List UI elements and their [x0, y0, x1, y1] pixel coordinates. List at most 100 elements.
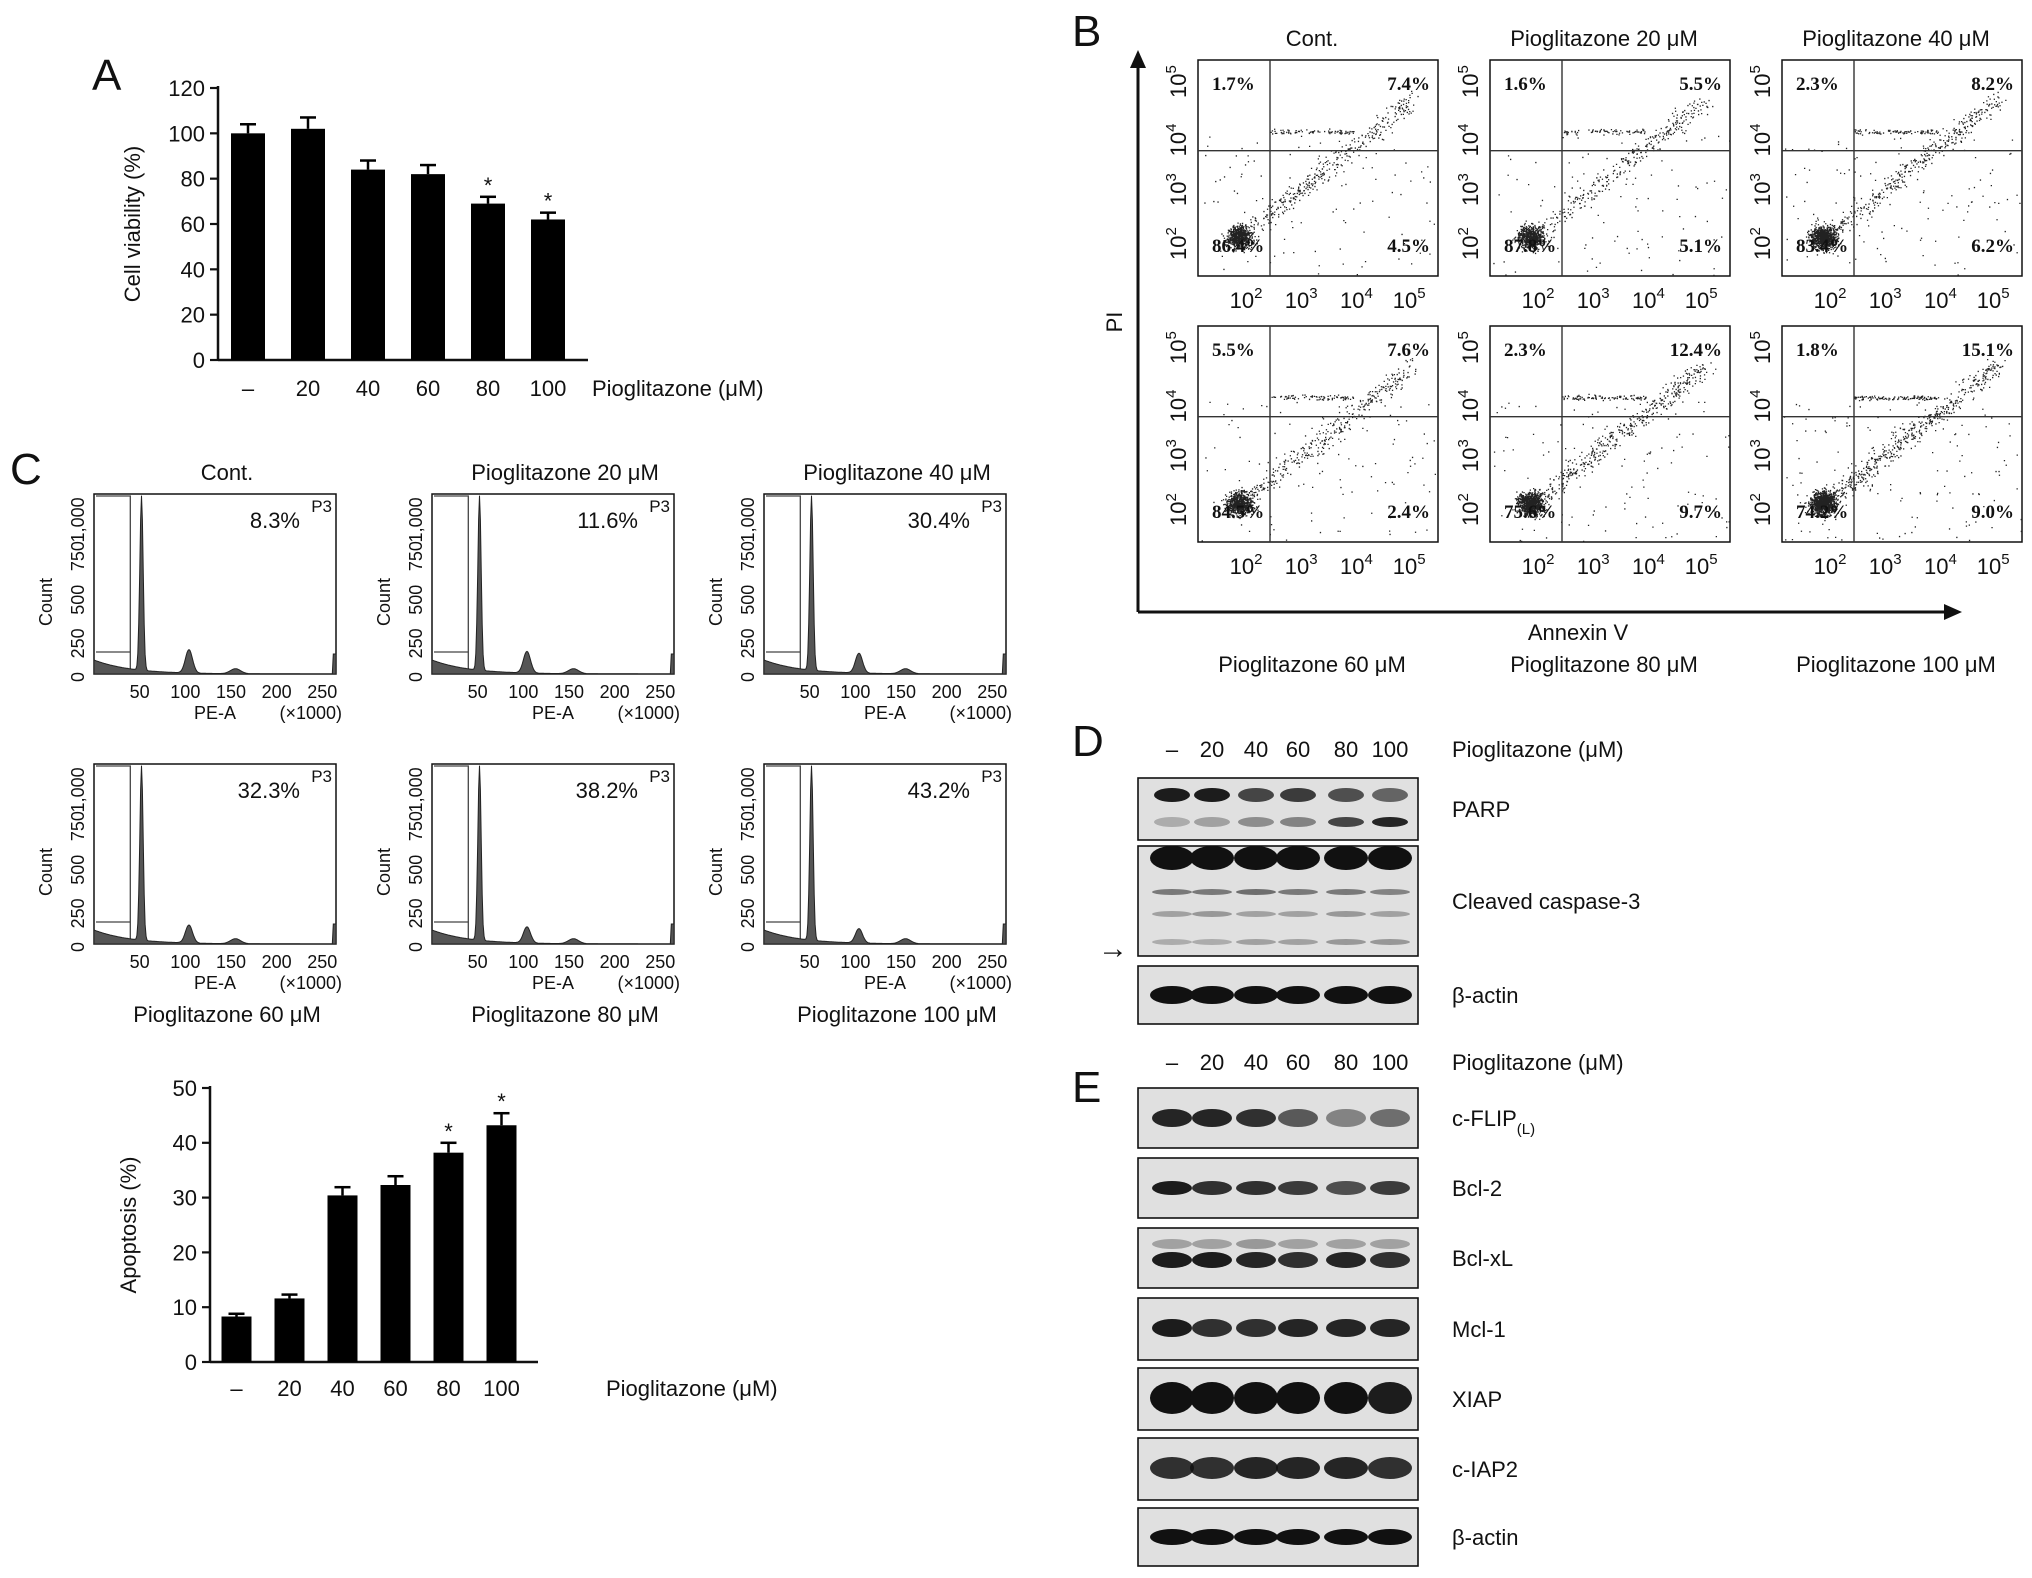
quadrant-lr-percent: 5.1% — [1679, 236, 1722, 257]
y-axis-title: Count — [36, 848, 56, 896]
protein-band — [1152, 1109, 1192, 1127]
scatter-plot-title: Pioglitazone 80 μM — [1510, 652, 1698, 677]
x-category-label: – — [242, 376, 255, 401]
protein-band — [1324, 986, 1368, 1004]
annexin-axis-arrowhead — [1944, 604, 1962, 620]
protein-band — [1152, 939, 1192, 945]
y-tick-label: 500 — [68, 585, 88, 615]
x-category-label: 20 — [277, 1376, 301, 1401]
x-tick-label: 102 — [1522, 285, 1555, 313]
y-tick-label: 250 — [406, 628, 426, 658]
scatter-dots — [1493, 98, 1731, 277]
histogram-area — [93, 495, 337, 675]
y-tick-label: 40 — [181, 257, 205, 282]
y-tick-label: 0 — [406, 672, 426, 682]
y-tick-label: 102 — [1747, 493, 1775, 526]
y-axis-title: Apoptosis (%) — [116, 1157, 141, 1294]
protein-band — [1234, 1529, 1278, 1545]
y-tick-label: 750 — [406, 541, 426, 571]
quadrant-ur-percent: 7.4% — [1387, 74, 1430, 95]
protein-band — [1370, 1319, 1410, 1337]
band-arrow: → — [1098, 932, 1128, 965]
y-tick-label: 120 — [168, 76, 205, 101]
histogram-area — [763, 765, 1007, 945]
protein-band — [1150, 1382, 1194, 1414]
y-tick-label: 40 — [173, 1131, 197, 1156]
protein-band — [1192, 911, 1232, 917]
protein-band — [1278, 1239, 1318, 1249]
y-tick-label: 500 — [406, 585, 426, 615]
band-label: β-actin — [1452, 983, 1518, 1008]
x-tick-label: 150 — [886, 682, 916, 702]
x-tick-label: 50 — [468, 682, 488, 702]
bar — [471, 203, 505, 360]
gate-label: P3 — [311, 497, 332, 516]
panel-a-bar-chart: 0 20 40 60 80 100 120 Cell viability (%) – 20 40 60… — [120, 76, 764, 401]
protein-band — [1192, 1239, 1232, 1249]
x-tick-label: 100 — [508, 682, 538, 702]
x-tick-label: 200 — [262, 682, 292, 702]
x-tick-label: 105 — [1393, 285, 1426, 313]
band-label: Mcl-1 — [1452, 1317, 1506, 1342]
panel-letter-c: C — [10, 445, 42, 494]
scatter-plot: 1.8% 15.1% 74.2% 9.0% 102 103 104 105 102 103 104 1… — [1747, 325, 2023, 677]
x-tick-label: 250 — [645, 952, 675, 972]
x-axis-unit: (×1000) — [949, 973, 1012, 993]
protein-band — [1236, 1319, 1276, 1337]
protein-band — [1324, 1382, 1368, 1414]
y-tick-label: 250 — [406, 898, 426, 928]
subg1-percent: 32.3% — [238, 778, 300, 803]
histogram-title: Pioglitazone 40 μM — [803, 460, 991, 485]
x-tick-label: 200 — [932, 952, 962, 972]
y-axis-title: Cell viability (%) — [120, 146, 145, 302]
x-tick-label: 102 — [1522, 551, 1555, 579]
y-tick-label: 0 — [738, 672, 758, 682]
scatter-plot: 1.6% 5.5% 87.8% 5.1% 102 103 104 105 102 103 104 10… — [1455, 26, 1731, 313]
bar — [531, 219, 565, 360]
protein-band — [1280, 788, 1316, 802]
quadrant-ur-percent: 15.1% — [1962, 340, 2014, 361]
x-axis-unit: (×1000) — [949, 703, 1012, 723]
x-tick-label: 200 — [262, 952, 292, 972]
protein-band — [1154, 788, 1190, 802]
histogram-frame — [763, 763, 1007, 945]
histogram-area — [431, 495, 675, 675]
protein-band — [1278, 1252, 1318, 1268]
x-tick-label: 50 — [130, 682, 150, 702]
y-tick-label: 10 — [173, 1295, 197, 1320]
x-category-label: 80 — [436, 1376, 460, 1401]
protein-band — [1236, 911, 1276, 917]
protein-band — [1236, 939, 1276, 945]
x-category-label: 80 — [476, 376, 500, 401]
y-tick-label: 104 — [1747, 124, 1775, 157]
protein-band — [1236, 1109, 1276, 1127]
quadrant-ur-percent: 7.6% — [1387, 340, 1430, 361]
protein-band — [1278, 889, 1318, 895]
significance-mark: * — [544, 189, 553, 214]
x-tick-label: 250 — [977, 682, 1007, 702]
x-axis-title: PE-A — [194, 973, 236, 993]
significance-mark: * — [497, 1089, 506, 1114]
quadrant-lr-percent: 9.7% — [1679, 502, 1722, 523]
x-tick-label: 200 — [600, 682, 630, 702]
y-tick-label: 104 — [1163, 124, 1191, 157]
histogram-frame — [763, 493, 1007, 675]
x-tick-label: 50 — [130, 952, 150, 972]
histogram-frame — [93, 763, 337, 945]
x-tick-label: 103 — [1285, 285, 1318, 313]
y-tick-label: 20 — [181, 303, 205, 328]
x-tick-label: 150 — [216, 952, 246, 972]
y-tick-label: 1,000 — [738, 767, 758, 812]
protein-band — [1194, 788, 1230, 802]
gate-label: P3 — [649, 767, 670, 786]
scatter-plot-title: Pioglitazone 40 μM — [1802, 26, 1990, 51]
y-tick-label: 20 — [173, 1240, 197, 1265]
lane-label: 20 — [1200, 1050, 1224, 1075]
pi-axis-title: PI — [1102, 312, 1127, 333]
x-category-label: 40 — [330, 1376, 354, 1401]
y-tick-label: 103 — [1455, 173, 1483, 206]
